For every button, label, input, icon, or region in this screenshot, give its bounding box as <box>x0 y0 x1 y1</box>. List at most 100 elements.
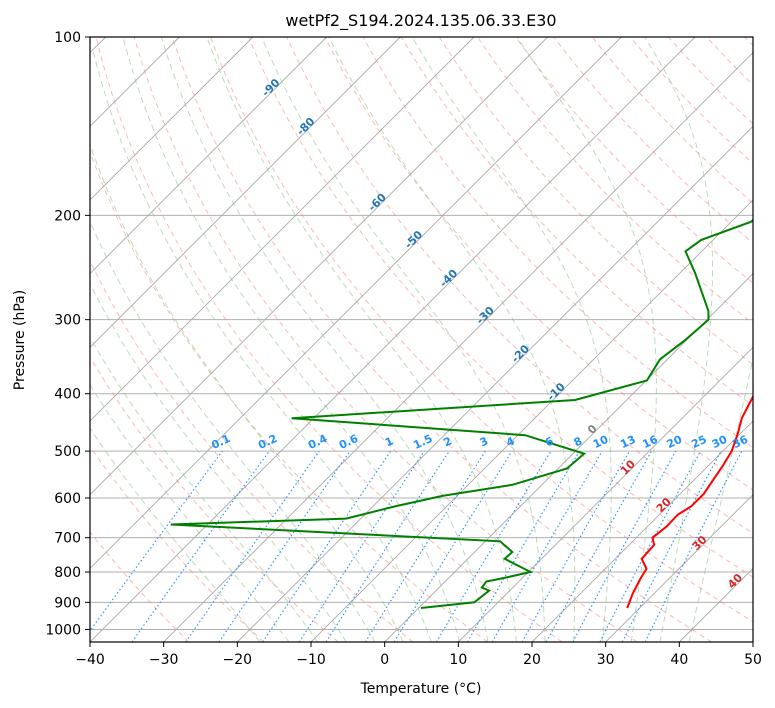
x-tick-label: 10 <box>449 652 467 668</box>
y-axis: 100 200 300 400 500 600 700 800 900 1000 <box>45 30 90 638</box>
moist-adiabat-line <box>206 37 517 642</box>
mixing-ratio-line <box>185 450 320 642</box>
dry-adiabat-line <box>706 37 753 86</box>
isotherm-label: 30 <box>690 533 710 553</box>
mixing-ratio-line <box>364 450 486 642</box>
x-tick-label: −10 <box>296 652 326 668</box>
isotherm-line <box>90 37 475 422</box>
moist-adiabat-line <box>90 220 376 642</box>
dewpoint-profile-line <box>170 218 753 609</box>
mixing-ratio-label: 20 <box>665 433 685 451</box>
isotherm-label: -30 <box>474 304 497 327</box>
isotherm-label: -60 <box>366 190 389 213</box>
mixing-ratio-label: 3 <box>478 434 490 449</box>
isotherm-line <box>458 346 753 642</box>
isotherm-line <box>310 199 753 642</box>
dry-adiabat-line <box>438 37 753 366</box>
dry-adiabat-line <box>591 37 753 204</box>
dry-adiabat-line <box>90 259 414 642</box>
y-tick-label: 500 <box>54 444 81 460</box>
mixing-ratio-line <box>298 450 425 642</box>
mixing-ratio-line <box>90 450 223 632</box>
moist-adiabat-line <box>90 282 347 642</box>
mixing-ratio-line <box>599 450 701 642</box>
y-tick-label: 300 <box>54 313 81 329</box>
y-axis-label: Pressure (hPa) <box>12 290 28 390</box>
moist-adiabat-line <box>90 383 290 642</box>
isotherm-label: -20 <box>509 342 532 365</box>
x-tick-label: −20 <box>223 652 253 668</box>
moist-adiabat-line <box>328 37 576 642</box>
y-tick-label: 200 <box>54 208 81 224</box>
isotherm-line <box>605 494 753 642</box>
x-tick-label: 40 <box>670 652 688 668</box>
isotherm-line <box>90 37 401 348</box>
isotherm-line <box>90 37 622 569</box>
y-tick-label: 1000 <box>45 622 81 638</box>
isotherm-label: 40 <box>725 571 745 591</box>
mixing-ratio-label: 1.5 <box>411 432 434 452</box>
y-tick-label: 400 <box>54 387 81 403</box>
isotherm-line <box>90 37 254 201</box>
mixing-ratio-label: 13 <box>618 433 637 451</box>
mixing-ratio-label: 25 <box>689 433 708 451</box>
mixing-ratio-label: 10 <box>591 433 611 451</box>
mixing-ratio-line <box>644 450 743 642</box>
dry-adiabat-line <box>95 37 563 642</box>
mixing-ratio-label: 16 <box>640 433 660 451</box>
isotherm-label: -90 <box>259 76 282 99</box>
x-tick-label: 20 <box>523 652 541 668</box>
moist-adiabat-line <box>261 37 546 642</box>
mixing-ratio-line <box>325 450 450 642</box>
dry-adiabat-line <box>133 37 638 642</box>
dry-adiabat-line <box>90 445 264 642</box>
y-tick-label: 900 <box>54 595 81 611</box>
mixing-ratio-line <box>393 450 513 642</box>
reference-line-labels: 0.1 0.2 0.4 0.6 1 1.5 2 3 4 6 8 10 13 16 20 25 30 36-90-8… <box>209 76 750 591</box>
moist-adiabat-line <box>92 51 432 642</box>
isotherm-line <box>752 641 753 642</box>
x-axis: −40 −30 −20 −10 0 10 20 30 40 50 <box>75 642 762 668</box>
dry-adiabat-line <box>90 150 488 642</box>
x-axis-label: Temperature (°C) <box>360 681 482 697</box>
isotherm-label: 10 <box>618 457 638 477</box>
sounding-profiles <box>170 218 753 609</box>
y-tick-label: 100 <box>54 30 81 46</box>
mixing-ratio-line <box>131 450 270 642</box>
isotherm-line <box>90 37 327 275</box>
mixing-ratio-line <box>218 450 351 642</box>
isotherm-line <box>90 37 696 642</box>
dry-adiabat-line <box>515 37 753 284</box>
isotherm-line <box>90 37 548 496</box>
mixing-ratio-line <box>545 450 653 642</box>
y-tick-label: 600 <box>54 491 81 507</box>
x-tick-label: 0 <box>380 652 389 668</box>
x-tick-label: 50 <box>744 652 762 668</box>
mixing-ratio-line <box>521 450 630 642</box>
dry-adiabat-line <box>90 356 339 642</box>
dry-adiabat-line <box>286 37 753 534</box>
x-tick-label: −30 <box>149 652 179 668</box>
y-tick-label: 700 <box>54 531 81 547</box>
dry-adiabat-line <box>553 37 753 244</box>
temperature-profile-line <box>626 394 753 609</box>
x-tick-label: −40 <box>75 652 105 668</box>
moist-adiabat-line <box>90 336 319 642</box>
isotherm-line <box>237 125 753 642</box>
mixing-ratio-label: 0.4 <box>306 432 329 452</box>
mixing-ratio-label: 0.1 <box>209 432 232 452</box>
moist-adiabat-line <box>160 37 489 642</box>
chart-title: wetPf2_S194.2024.135.06.33.E30 <box>285 11 556 31</box>
dry-adiabat-line <box>248 37 753 578</box>
mixing-ratio-label: 6 <box>543 434 556 449</box>
x-tick-label: 30 <box>597 652 615 668</box>
moist-adiabat-line <box>90 142 404 642</box>
moist-adiabat-line <box>90 427 261 642</box>
mixing-ratio-label: 8 <box>572 434 584 449</box>
isotherm-line <box>163 52 753 642</box>
dry-adiabat-line <box>477 37 753 325</box>
mixing-ratio-line <box>262 450 392 642</box>
isotherm-line <box>679 567 753 642</box>
moist-adiabat-line <box>516 37 657 642</box>
dry-adiabat-line <box>400 37 753 407</box>
